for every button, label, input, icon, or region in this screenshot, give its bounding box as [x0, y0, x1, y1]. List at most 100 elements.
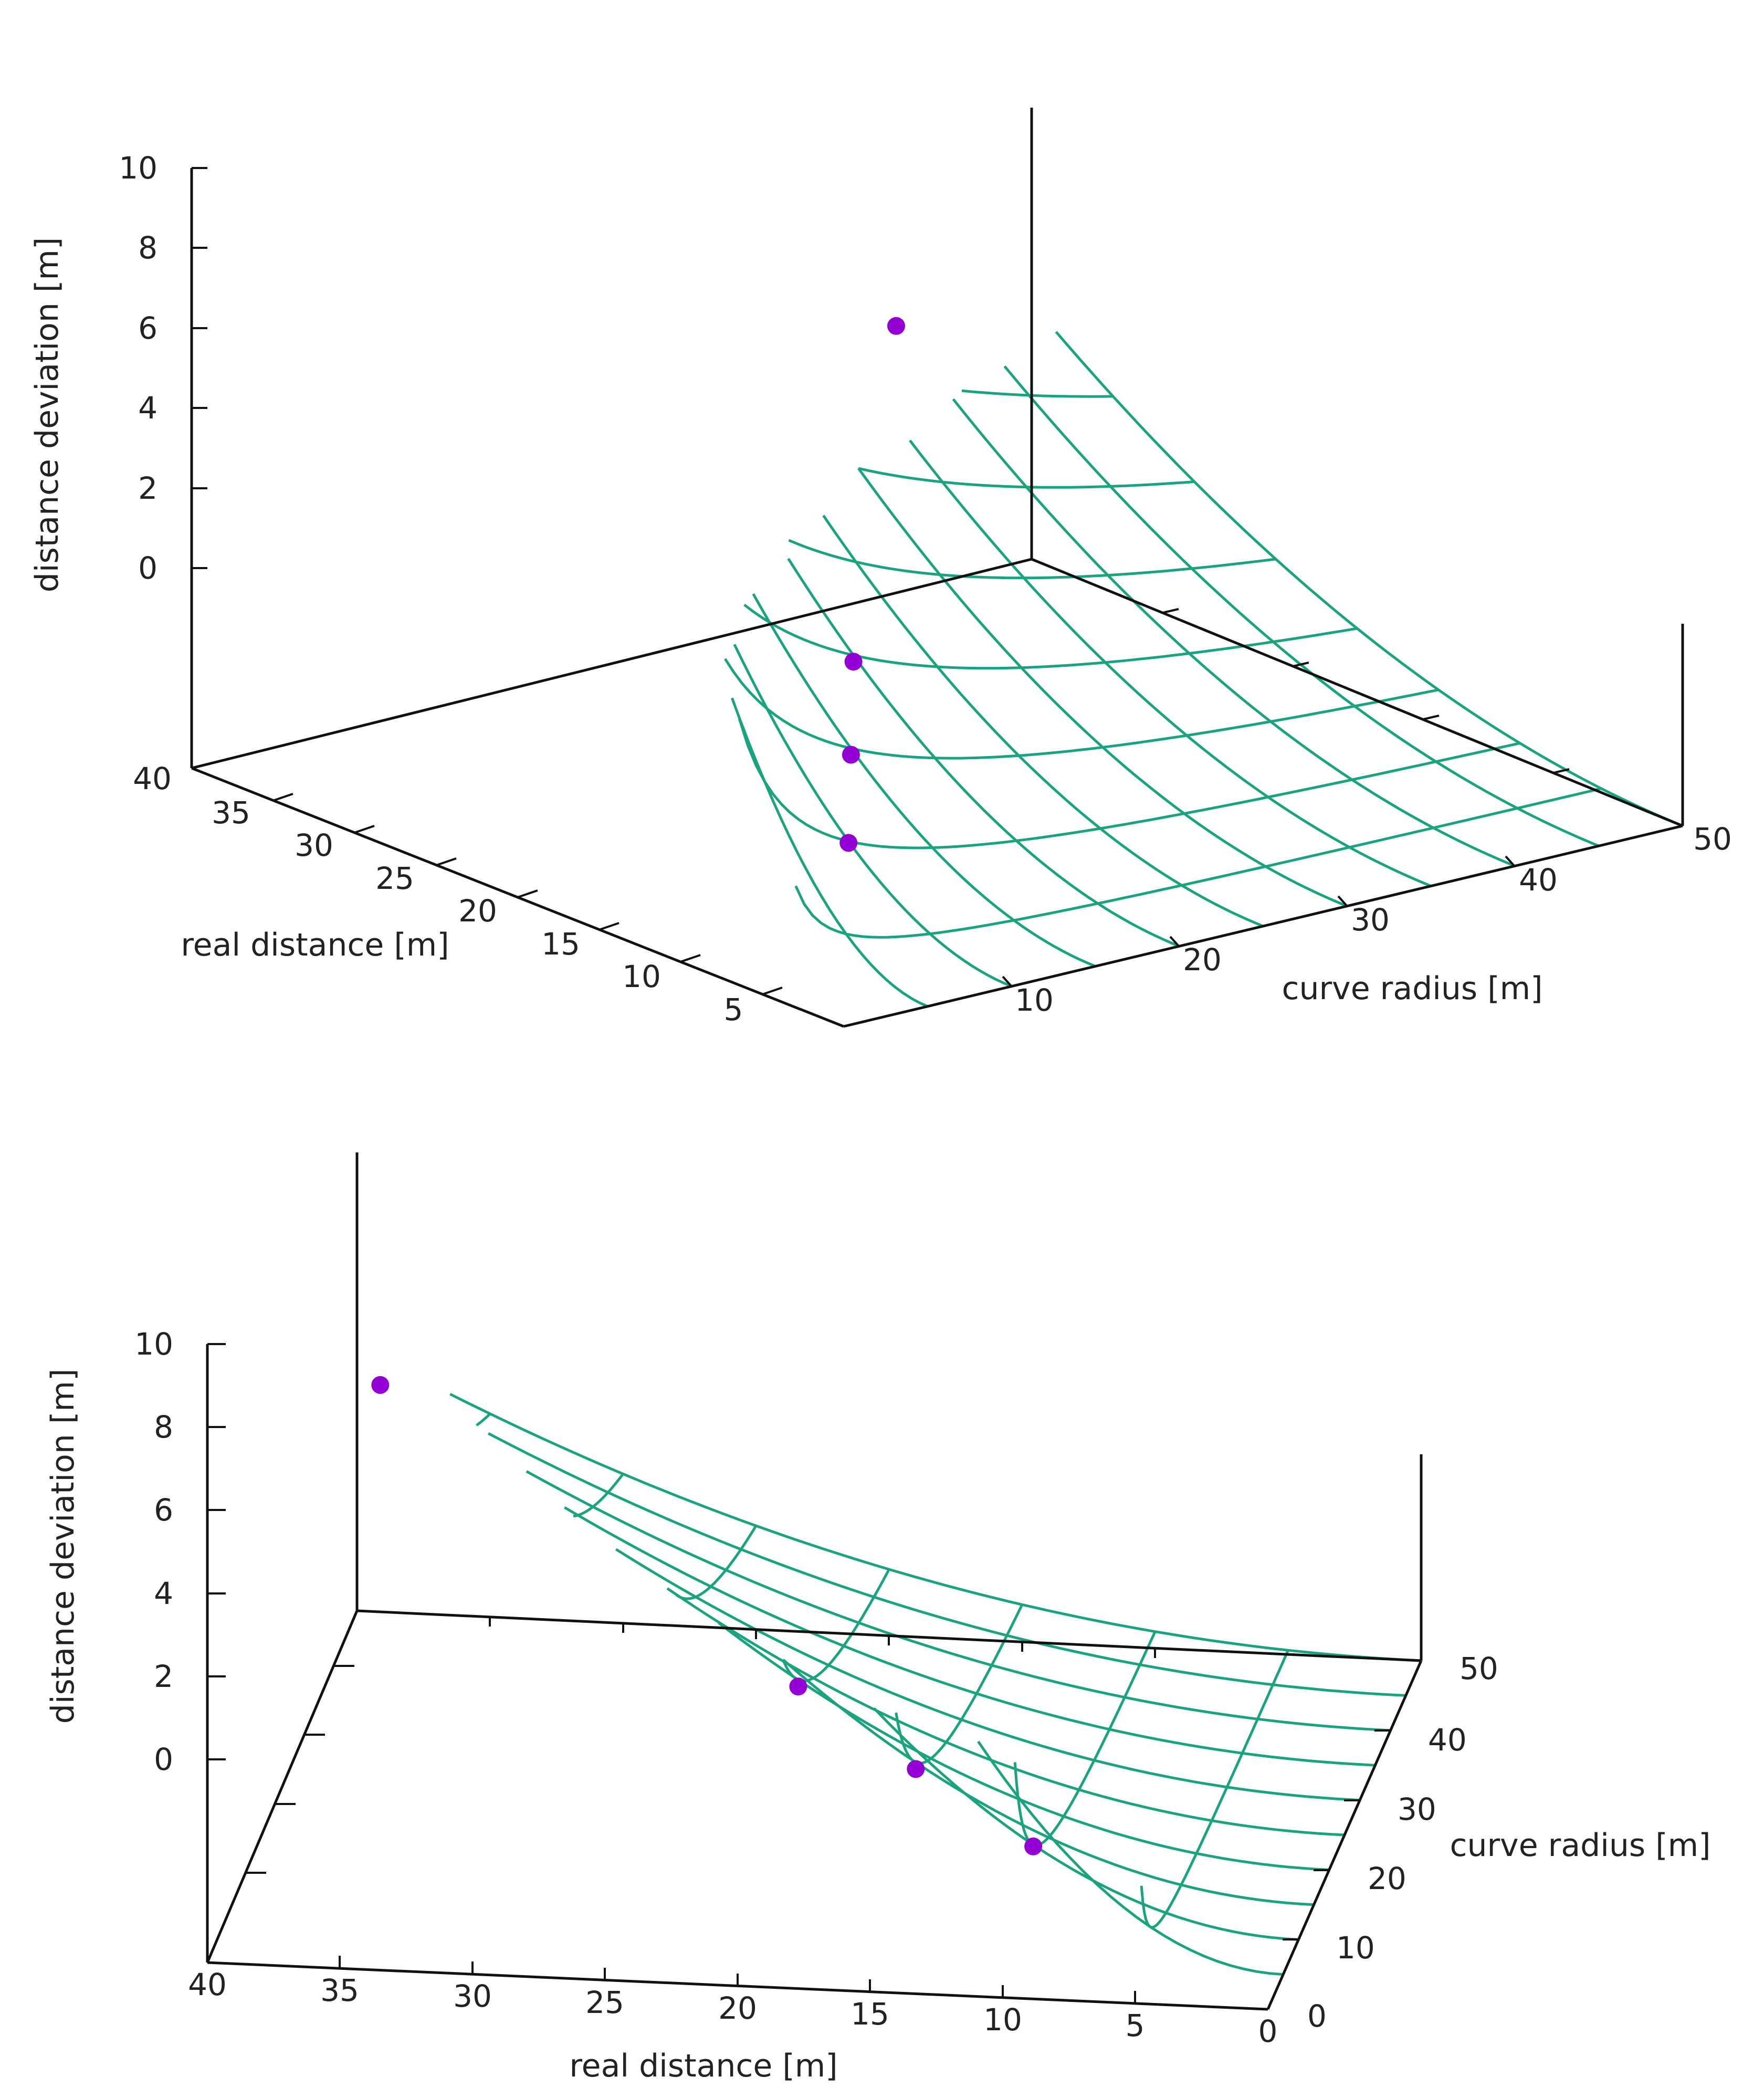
bottom-x-tick-label: 0 — [1258, 2013, 1278, 2049]
surface-distance-curve — [794, 787, 1602, 939]
top-y-tick-label: 50 — [1693, 821, 1732, 857]
bottom-surface-mesh — [449, 1393, 1422, 1976]
bottom-z-tick-label: 8 — [154, 1409, 173, 1445]
surface-distance-curve — [724, 658, 1439, 760]
bottom-x-ticks: 40 35 30 25 20 15 10 5 0 — [188, 1956, 1277, 2049]
surface-radius-curve — [782, 1659, 1314, 1906]
bottom-back-edge — [356, 1609, 1422, 1662]
bottom-z-tick-label: 2 — [154, 1659, 173, 1694]
measured-point — [1024, 1837, 1043, 1855]
top-x-tick-label: 25 — [375, 861, 414, 896]
bottom-right-edge — [1266, 1660, 1423, 2010]
bottom-x-tick-label: 25 — [585, 1985, 624, 2020]
top-y-tick — [1169, 936, 1180, 948]
bottom-z-tick-label: 10 — [134, 1326, 173, 1362]
chart-bottom: 10 8 6 4 2 0 40 35 30 — [45, 1152, 1711, 2084]
bottom-y-tick-label: 0 — [1307, 1998, 1327, 2034]
measured-point — [887, 317, 905, 335]
top-z-axis-label: distance deviation [m] — [29, 237, 66, 593]
measured-point — [844, 653, 863, 671]
surface-radius-curve — [857, 467, 1348, 908]
surface-radius-curve — [487, 1432, 1406, 1697]
top-z-ticks: 10 8 6 4 2 0 — [119, 150, 207, 586]
top-x-tick-label: 10 — [622, 959, 661, 994]
top-z-tick-label: 2 — [138, 470, 158, 506]
top-x-tick — [598, 922, 620, 931]
surface-radius-curve — [822, 515, 1264, 928]
top-back-left-edge — [191, 558, 1032, 770]
surface-radius-curve — [952, 398, 1516, 867]
chart-top: 10 8 6 4 2 0 40 35 30 25 20 15 10 5 real… — [29, 108, 1732, 1028]
surface-radius-curve — [1055, 331, 1683, 827]
bottom-y-tick-label: 50 — [1460, 1651, 1498, 1686]
top-x-axis-label: real distance [m] — [181, 927, 449, 963]
surface-distance-curve — [961, 389, 1114, 398]
surface-radius-curve — [909, 439, 1432, 887]
bottom-z-ticks: 10 8 6 4 2 0 — [134, 1326, 226, 1777]
surface-radius-curve — [977, 1740, 1284, 1976]
surface-radius-curve — [873, 1707, 1299, 1941]
top-x-ticks: 40 35 30 25 20 15 10 5 — [133, 761, 783, 1027]
top-y-axis-label: curve radius [m] — [1282, 970, 1543, 1007]
surface-radius-curve — [666, 1587, 1345, 1837]
bottom-y-tick-label: 30 — [1398, 1791, 1436, 1827]
measured-point — [839, 834, 858, 852]
top-z-tick-label: 8 — [138, 230, 158, 266]
bottom-z-tick-label: 0 — [154, 1742, 173, 1777]
top-x-tick-label: 40 — [133, 761, 172, 796]
top-x-tick — [517, 889, 538, 898]
surface-distance-curve — [675, 1525, 758, 1600]
top-y-ticks: 10 20 30 40 50 — [1002, 821, 1732, 1018]
top-x-tick — [272, 793, 293, 802]
bottom-x-axis-label: real distance [m] — [569, 2048, 837, 2084]
bottom-x-tick-label: 10 — [983, 2002, 1022, 2038]
surface-distance-curve — [782, 1568, 890, 1683]
bottom-z-tick-label: 4 — [154, 1576, 173, 1611]
top-y-tick-label: 30 — [1351, 902, 1390, 938]
surface-distance-curve — [1140, 1650, 1289, 1929]
surface-radius-curve — [564, 1506, 1376, 1767]
top-y-tick — [1337, 895, 1348, 907]
measured-point — [907, 1760, 925, 1778]
top-z-tick-label: 10 — [119, 150, 158, 186]
bottom-x-tick-label: 40 — [188, 1967, 227, 2002]
surface-radius-curve — [718, 1621, 1329, 1871]
surface-radius-curve — [449, 1393, 1422, 1662]
top-x-tick-label: 20 — [458, 893, 497, 929]
top-back-tick — [1553, 768, 1570, 774]
top-y-tick-label: 10 — [1015, 982, 1054, 1018]
top-front-right-edge — [843, 824, 1683, 1028]
bottom-y-tick-label: 20 — [1368, 1861, 1406, 1896]
top-surface-mesh — [724, 331, 1683, 1008]
top-y-tick — [1002, 975, 1013, 988]
top-y-tick-label: 40 — [1519, 862, 1558, 898]
surface-distance-curve — [573, 1473, 624, 1518]
surface-distance-curve — [895, 1604, 1024, 1765]
top-z-tick-label: 6 — [138, 310, 158, 346]
surface-radius-curve — [526, 1470, 1391, 1732]
bottom-x-tick-label: 35 — [320, 1973, 359, 2008]
bottom-y-axis-label: curve radius [m] — [1450, 1827, 1711, 1864]
top-x-tick-label: 35 — [212, 795, 250, 831]
top-back-right-edge — [1031, 558, 1683, 827]
top-y-tick — [1505, 855, 1516, 867]
bottom-y-tick-label: 10 — [1336, 1930, 1375, 1966]
top-y-tick-label: 20 — [1183, 942, 1222, 978]
surface-distance-curve — [743, 603, 1358, 670]
bottom-measured-points — [371, 1376, 1043, 1855]
measured-point — [371, 1376, 390, 1394]
bottom-z-tick-label: 6 — [154, 1492, 173, 1528]
surface-distance-curve — [858, 467, 1195, 489]
top-x-tick — [436, 857, 457, 866]
top-x-tick-label: 5 — [724, 992, 743, 1027]
surface-radius-curve — [752, 593, 1096, 968]
surface-radius-curve — [730, 697, 928, 1008]
bottom-y-ticks: 0 10 20 30 40 50 — [1283, 1651, 1498, 2034]
top-x-tick — [354, 825, 375, 834]
bottom-y-tick-label: 40 — [1428, 1722, 1467, 1758]
bottom-left-edge — [206, 1610, 359, 1963]
surface-radius-curve — [1003, 365, 1600, 847]
top-x-tick-label: 30 — [295, 827, 333, 863]
